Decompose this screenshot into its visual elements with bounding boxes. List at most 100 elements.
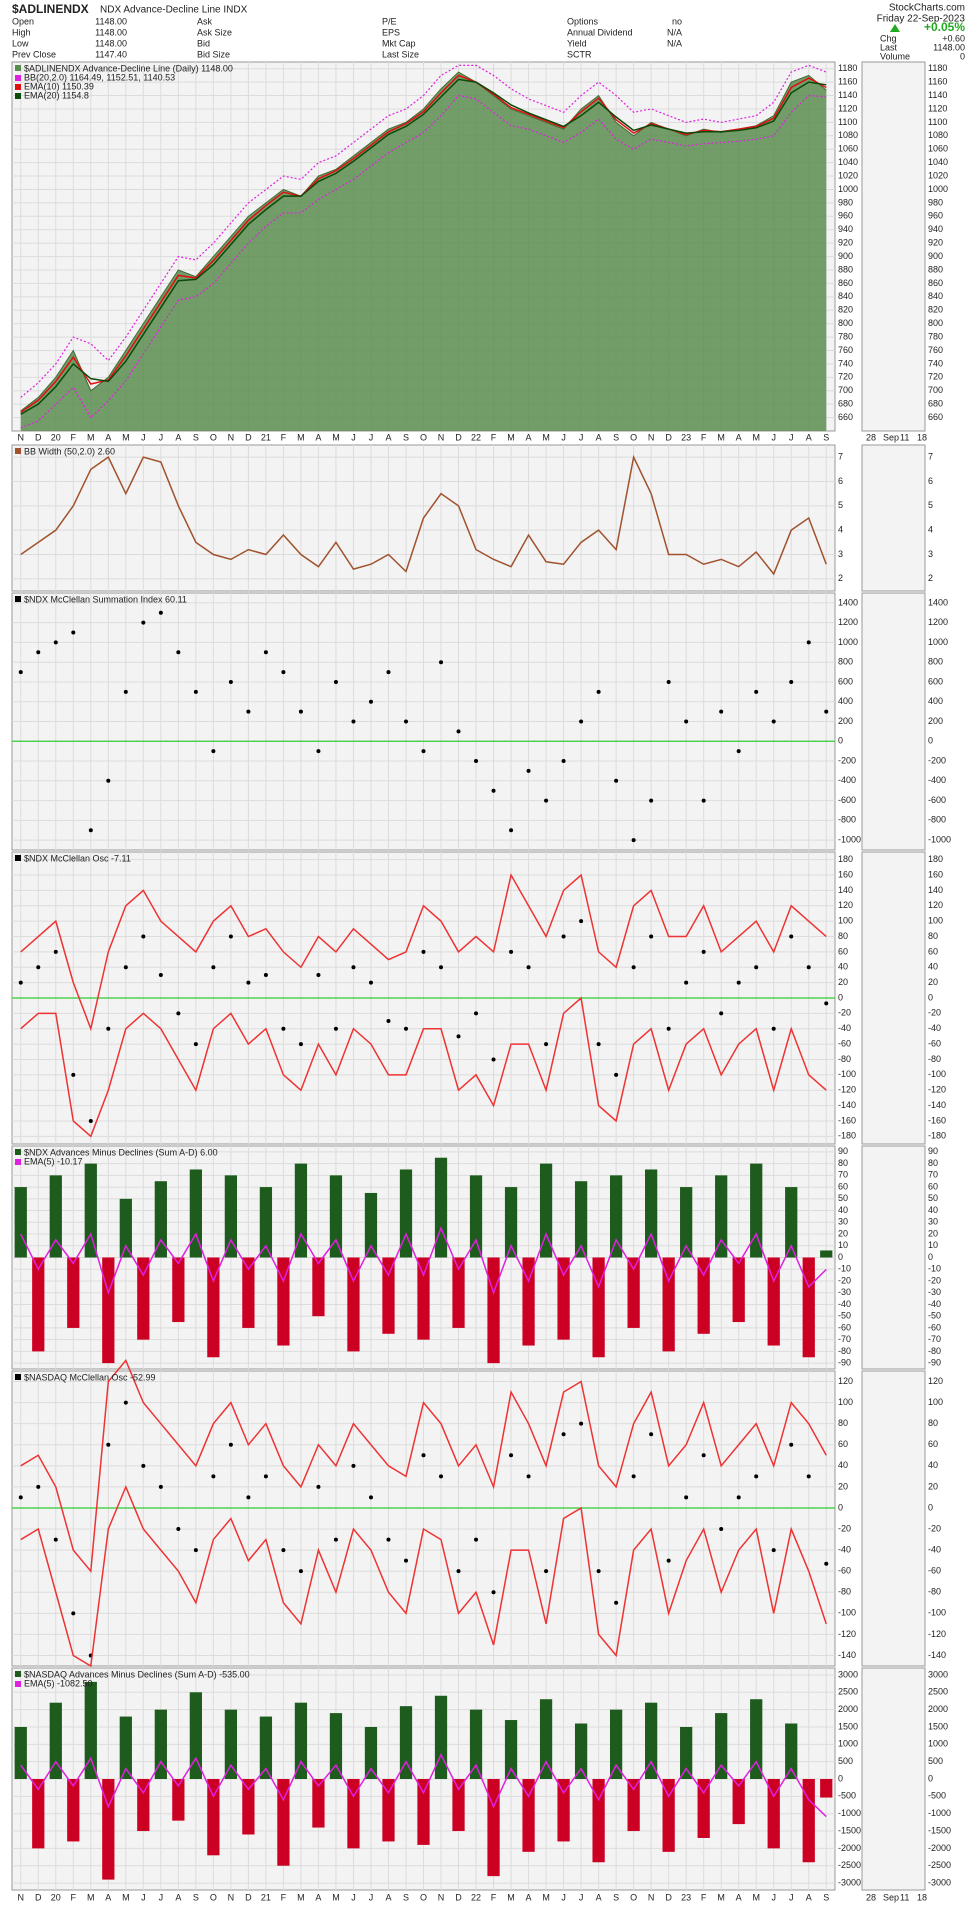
x-tick-label: J: [561, 1892, 566, 1902]
dot: [736, 749, 741, 754]
bar: [785, 1187, 798, 1258]
mini-y-tick-label: 70: [928, 1170, 938, 1180]
mini-y-tick-label: 800: [928, 657, 943, 667]
mini-y-tick-label: 1180: [928, 63, 947, 73]
dot: [631, 838, 636, 843]
mini-y-tick-label: 30: [928, 1217, 938, 1227]
y-tick-label: 840: [838, 291, 853, 301]
field-label: P/E: [382, 16, 397, 26]
dot: [491, 1057, 496, 1062]
y-tick-label: 50: [838, 1193, 848, 1203]
mini-y-tick-label: 840: [928, 291, 943, 301]
y-tick-label: 0: [838, 736, 843, 746]
dot: [193, 1042, 198, 1047]
bar: [224, 1175, 238, 1258]
y-tick-label: 1000: [838, 184, 858, 194]
x-tick-label: N: [18, 1892, 25, 1902]
source: StockCharts.com: [889, 3, 965, 14]
legend-key: [15, 596, 21, 602]
mini-y-tick-label: 400: [928, 696, 943, 706]
panel-title: $NASDAQ Advances Minus Declines (Sum A-D…: [24, 1669, 250, 1679]
mini-y-tick-label: 40: [928, 962, 938, 972]
bar: [697, 1779, 710, 1838]
bar: [732, 1779, 745, 1825]
mini-y-tick-label: 20: [928, 977, 938, 987]
bar: [189, 1169, 202, 1258]
mini-y-tick-label: -1000: [928, 834, 951, 844]
bar: [574, 1181, 588, 1258]
mini-y-tick-label: 140: [928, 885, 943, 895]
y-tick-label: -10: [838, 1264, 851, 1274]
bar: [539, 1699, 553, 1779]
mini-y-tick-label: -50: [928, 1311, 941, 1321]
mini-y-tick-label: 10: [928, 1240, 938, 1250]
bar: [417, 1257, 430, 1340]
y-tick-label: -3000: [838, 1877, 861, 1887]
bar: [102, 1257, 115, 1364]
legend-key: [15, 855, 21, 861]
legend-label: BB(20,2.0) 1164.49, 1152.51, 1140.53: [24, 72, 175, 82]
mini-x-label: 28: [866, 1892, 876, 1902]
mini-y-tick-label: -20: [928, 1008, 941, 1018]
field-value: N/A: [667, 38, 682, 48]
dot: [614, 1072, 619, 1077]
x-tick-label: M: [87, 1892, 95, 1902]
field-value: 0: [960, 51, 965, 61]
y-tick-label: -60: [838, 1038, 851, 1048]
series-line: [20, 1226, 827, 1296]
mini-y-tick-label: 40: [928, 1460, 938, 1470]
field-label: SCTR: [567, 49, 592, 59]
x-tick-label: D: [35, 432, 42, 442]
x-tick-label: A: [385, 432, 391, 442]
mini-y-tick-label: 160: [928, 869, 943, 879]
mini-y-tick-label: -90: [928, 1358, 941, 1368]
x-tick-label: A: [315, 432, 321, 442]
field-label: Yield: [567, 38, 587, 48]
bar: [67, 1779, 80, 1842]
mini-x-label: 28: [866, 432, 876, 442]
bar: [294, 1702, 308, 1779]
mini-y-tick-label: -500: [928, 1791, 946, 1801]
y-tick-label: 920: [838, 238, 853, 248]
field-value: N/A: [667, 27, 682, 37]
mini-y-tick-label: 1140: [928, 90, 947, 100]
bar: [399, 1706, 413, 1779]
bar: [539, 1163, 553, 1258]
x-tick-label: M: [122, 432, 130, 442]
mini-y-tick-label: 100: [928, 916, 943, 926]
y-tick-label: 100: [838, 1397, 853, 1407]
dot: [351, 1463, 356, 1468]
mini-plot-area: [861, 1370, 926, 1667]
dot: [754, 1474, 759, 1479]
y-tick-label: -20: [838, 1008, 851, 1018]
y-tick-label: 80: [838, 1418, 848, 1428]
bar: [224, 1709, 238, 1779]
bar: [715, 1175, 728, 1258]
dot: [456, 1034, 461, 1039]
x-tick-label: J: [369, 1892, 374, 1902]
x-tick-label: S: [193, 1892, 199, 1902]
dot: [106, 1442, 111, 1447]
x-tick-label: M: [332, 432, 340, 442]
mini-y-tick-label: 40: [928, 1205, 938, 1215]
x-tick-label: D: [245, 432, 252, 442]
dot: [368, 1495, 373, 1500]
bar: [645, 1169, 658, 1258]
y-tick-label: 60: [838, 1181, 848, 1191]
dot: [806, 965, 811, 970]
bar: [627, 1779, 640, 1832]
x-tick-label: F: [71, 1892, 77, 1902]
band-line: [20, 94, 827, 429]
legend-label: EMA(5) -1082.50: [24, 1678, 93, 1688]
mini-y-tick-label: 1000: [928, 184, 948, 194]
y-tick-label: 0: [838, 1502, 843, 1512]
area-fill: [20, 72, 827, 432]
series-line: [20, 1752, 827, 1818]
mini-y-tick-label: -30: [928, 1287, 941, 1297]
dot: [403, 719, 408, 724]
dot: [439, 1474, 444, 1479]
dot: [789, 934, 794, 939]
y-tick-label: 40: [838, 962, 848, 972]
x-tick-label: A: [596, 432, 602, 442]
dot: [211, 749, 216, 754]
